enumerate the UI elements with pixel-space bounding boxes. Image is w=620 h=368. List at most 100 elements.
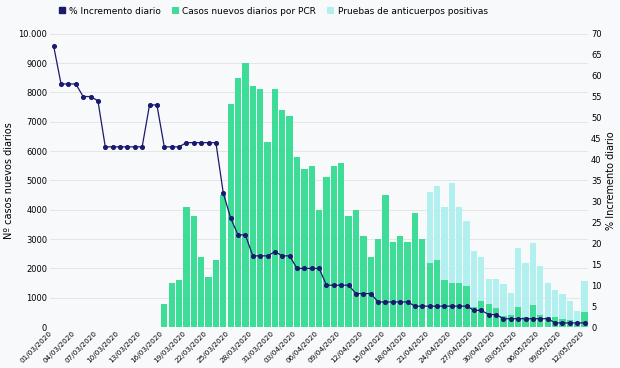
Point: [396, 299, 405, 305]
Bar: [375, 239, 381, 327]
Bar: [471, 251, 477, 307]
Bar: [316, 210, 322, 327]
Point: [550, 320, 560, 326]
Point: [506, 316, 516, 322]
Point: [462, 303, 472, 309]
Point: [351, 291, 361, 297]
Bar: [434, 186, 440, 259]
Point: [93, 98, 103, 104]
Bar: [412, 213, 418, 327]
Point: [226, 215, 236, 221]
Point: [476, 307, 486, 313]
Point: [100, 144, 110, 150]
Point: [86, 93, 95, 99]
Bar: [330, 166, 337, 327]
Point: [78, 93, 88, 99]
Bar: [279, 110, 285, 327]
Bar: [161, 304, 167, 327]
Bar: [471, 307, 477, 327]
Point: [572, 320, 582, 326]
Bar: [286, 116, 293, 327]
Bar: [228, 104, 234, 327]
Point: [513, 316, 523, 322]
Point: [432, 303, 442, 309]
Point: [255, 253, 265, 259]
Bar: [485, 304, 492, 327]
Bar: [530, 244, 536, 305]
Point: [189, 140, 199, 146]
Bar: [559, 294, 565, 319]
Point: [454, 303, 464, 309]
Bar: [176, 280, 182, 327]
Point: [366, 291, 376, 297]
Point: [130, 144, 140, 150]
Point: [241, 232, 250, 238]
Point: [491, 312, 501, 318]
Bar: [427, 262, 433, 327]
Bar: [441, 207, 448, 280]
Point: [447, 303, 457, 309]
Point: [144, 102, 154, 108]
Point: [425, 303, 435, 309]
Bar: [205, 277, 211, 327]
Point: [292, 265, 302, 271]
Bar: [383, 195, 389, 327]
Bar: [530, 305, 536, 327]
Bar: [582, 281, 588, 312]
Bar: [456, 283, 463, 327]
Point: [373, 299, 383, 305]
Bar: [264, 142, 271, 327]
Point: [484, 312, 494, 318]
Bar: [552, 290, 558, 318]
Point: [329, 282, 339, 288]
Point: [440, 303, 450, 309]
Point: [307, 265, 317, 271]
Bar: [427, 192, 433, 262]
Bar: [242, 63, 249, 327]
Bar: [567, 301, 573, 321]
Bar: [537, 315, 544, 327]
Point: [542, 316, 552, 322]
Point: [277, 253, 287, 259]
Point: [270, 249, 280, 255]
Point: [528, 316, 538, 322]
Bar: [338, 163, 344, 327]
Bar: [552, 318, 558, 327]
Point: [115, 144, 125, 150]
Bar: [574, 311, 580, 324]
Point: [137, 144, 147, 150]
Bar: [213, 259, 219, 327]
Point: [167, 144, 177, 150]
Bar: [456, 207, 463, 283]
Bar: [544, 283, 551, 316]
Bar: [493, 279, 499, 308]
Point: [63, 81, 73, 87]
Bar: [184, 207, 190, 327]
Point: [417, 303, 427, 309]
Bar: [220, 195, 226, 327]
Point: [565, 320, 575, 326]
Point: [122, 144, 132, 150]
Bar: [449, 183, 455, 283]
Bar: [345, 216, 352, 327]
Point: [218, 190, 228, 196]
Bar: [250, 86, 256, 327]
Bar: [169, 283, 175, 327]
Bar: [559, 319, 565, 327]
Bar: [353, 210, 359, 327]
Bar: [515, 248, 521, 307]
Point: [152, 102, 162, 108]
Bar: [464, 286, 470, 327]
Bar: [574, 324, 580, 327]
Bar: [485, 279, 492, 304]
Bar: [301, 169, 308, 327]
Bar: [464, 222, 470, 286]
Point: [322, 282, 332, 288]
Point: [469, 307, 479, 313]
Bar: [515, 307, 521, 327]
Bar: [493, 308, 499, 327]
Point: [381, 299, 391, 305]
Y-axis label: % Incremento diario: % Incremento diario: [606, 131, 616, 230]
Bar: [390, 242, 396, 327]
Bar: [309, 166, 315, 327]
